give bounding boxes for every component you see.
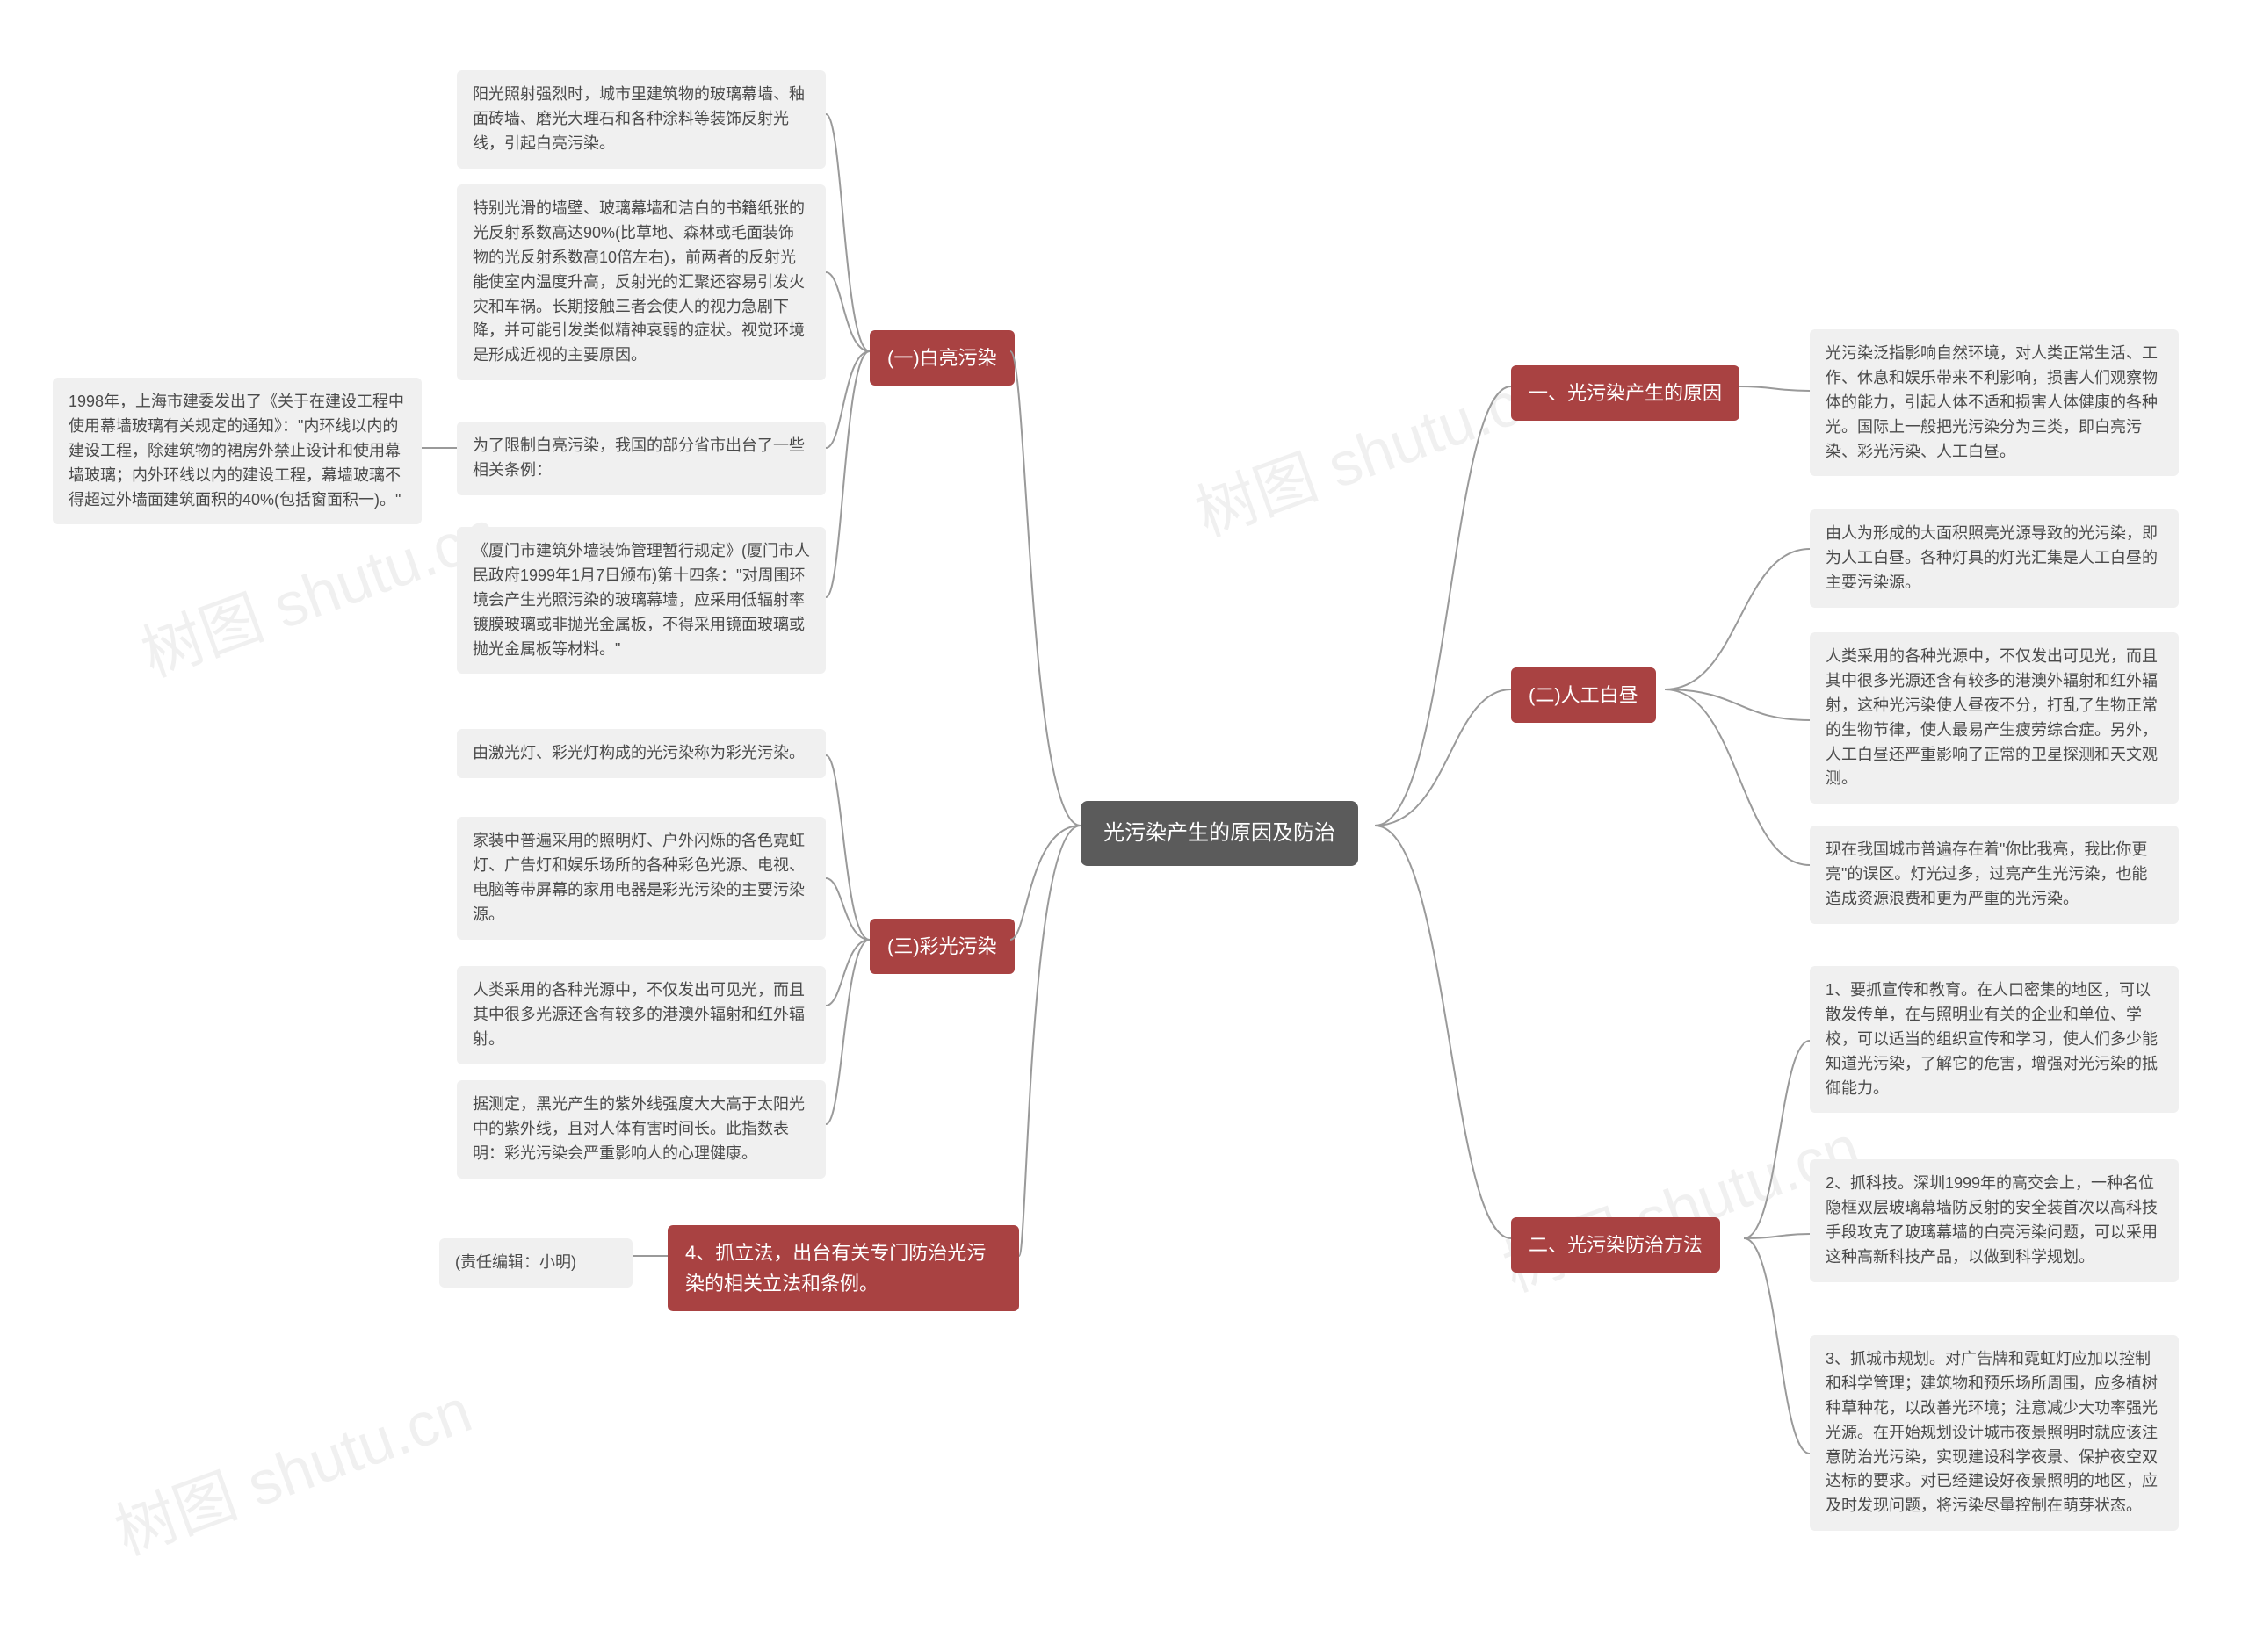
branch-r1-label: 一、光污染产生的原因 xyxy=(1529,382,1722,404)
leaf-r3b: 2、抓科技。深圳1999年的高交会上，一种名位隐框双层玻璃幕墙防反射的安全装首次… xyxy=(1810,1159,2179,1282)
leaf-l2d: 据测定，黑光产生的紫外线强度大大高于太阳光中的紫外线，且对人体有害时间长。此指数… xyxy=(457,1080,826,1179)
leaf-l2b-text: 家装中普遍采用的照明灯、户外闪烁的各色霓虹灯、广告灯和娱乐场所的各种彩色光源、电… xyxy=(473,832,805,923)
leaf-l1a-text: 阳光照射强烈时，城市里建筑物的玻璃幕墙、釉面砖墙、磨光大理石和各种涂料等装饰反射… xyxy=(473,85,805,152)
leaf-l3a-text: (责任编辑：小明) xyxy=(455,1253,576,1271)
branch-r1: 一、光污染产生的原因 xyxy=(1511,365,1739,421)
leaf-l3a: (责任编辑：小明) xyxy=(439,1238,633,1288)
leaf-r3c: 3、抓城市规划。对广告牌和霓虹灯应加以控制和科学管理；建筑物和预乐场所周围，应多… xyxy=(1810,1335,2179,1531)
leaf-l1c: 为了限制白亮污染，我国的部分省市出台了一些相关条例： xyxy=(457,422,826,495)
branch-r2: (二)人工白昼 xyxy=(1511,667,1656,723)
leaf-l2d-text: 据测定，黑光产生的紫外线强度大大高于太阳光中的紫外线，且对人体有害时间长。此指数… xyxy=(473,1095,805,1162)
leaf-l2a: 由激光灯、彩光灯构成的光污染称为彩光污染。 xyxy=(457,729,826,778)
leaf-r3b-text: 2、抓科技。深圳1999年的高交会上，一种名位隐框双层玻璃幕墙防反射的安全装首次… xyxy=(1826,1174,2158,1266)
branch-r2-label: (二)人工白昼 xyxy=(1529,684,1638,706)
leaf-r1a-text: 光污染泛指影响自然环境，对人类正常生活、工作、休息和娱乐带来不利影响，损害人们观… xyxy=(1826,344,2158,460)
leaf-l1a: 阳光照射强烈时，城市里建筑物的玻璃幕墙、釉面砖墙、磨光大理石和各种涂料等装饰反射… xyxy=(457,70,826,169)
leaf-r2c: 现在我国城市普遍存在着"你比我亮，我比你更亮"的误区。灯光过多，过亮产生光污染，… xyxy=(1810,826,2179,924)
branch-l3-label: 4、抓立法，出台有关专门防治光污染的相关立法和条例。 xyxy=(685,1242,986,1295)
leaf-r3a: 1、要抓宣传和教育。在人口密集的地区，可以散发传单，在与照明业有关的企业和单位、… xyxy=(1810,966,2179,1113)
branch-l1: (一)白亮污染 xyxy=(870,330,1015,386)
leaf-r3c-text: 3、抓城市规划。对广告牌和霓虹灯应加以控制和科学管理；建筑物和预乐场所周围，应多… xyxy=(1826,1350,2158,1514)
leaf-r3a-text: 1、要抓宣传和教育。在人口密集的地区，可以散发传单，在与照明业有关的企业和单位、… xyxy=(1826,981,2158,1097)
leaf-l1c-text: 为了限制白亮污染，我国的部分省市出台了一些相关条例： xyxy=(473,436,805,479)
leaf-r2b-text: 人类采用的各种光源中，不仅发出可见光，而且其中很多光源还含有较多的港澳外辐射和红… xyxy=(1826,647,2158,787)
leaf-l1b: 特别光滑的墙壁、玻璃幕墙和洁白的书籍纸张的光反射系数高达90%(比草地、森林或毛… xyxy=(457,184,826,380)
leaf-r2b: 人类采用的各种光源中，不仅发出可见光，而且其中很多光源还含有较多的港澳外辐射和红… xyxy=(1810,632,2179,804)
branch-l1-label: (一)白亮污染 xyxy=(887,347,997,369)
root-node: 光污染产生的原因及防治 xyxy=(1081,801,1358,866)
leaf-l1b-text: 特别光滑的墙壁、玻璃幕墙和洁白的书籍纸张的光反射系数高达90%(比草地、森林或毛… xyxy=(473,199,805,364)
branch-l2: (三)彩光污染 xyxy=(870,919,1015,974)
root-label: 光污染产生的原因及防治 xyxy=(1103,821,1335,845)
leaf-l1d-text: 《厦门市建筑外墙装饰管理暂行规定》(厦门市人民政府1999年1月7日颁布)第十四… xyxy=(473,542,810,658)
leaf-r2a-text: 由人为形成的大面积照亮光源导致的光污染，即为人工白昼。各种灯具的灯光汇集是人工白… xyxy=(1826,524,2158,591)
leaf-r2c-text: 现在我国城市普遍存在着"你比我亮，我比你更亮"的误区。灯光过多，过亮产生光污染，… xyxy=(1826,840,2147,907)
watermark: 树图 shutu.cn xyxy=(102,1362,482,1573)
leaf-l2a-text: 由激光灯、彩光灯构成的光污染称为彩光污染。 xyxy=(473,744,805,761)
leaf-l2b: 家装中普遍采用的照明灯、户外闪烁的各色霓虹灯、广告灯和娱乐场所的各种彩色光源、电… xyxy=(457,817,826,940)
leaf-r2a: 由人为形成的大面积照亮光源导致的光污染，即为人工白昼。各种灯具的灯光汇集是人工白… xyxy=(1810,509,2179,608)
leaf-r1a: 光污染泛指影响自然环境，对人类正常生活、工作、休息和娱乐带来不利影响，损害人们观… xyxy=(1810,329,2179,476)
leaf-l2c: 人类采用的各种光源中，不仅发出可见光，而且其中很多光源还含有较多的港澳外辐射和红… xyxy=(457,966,826,1064)
branch-r3-label: 二、光污染防治方法 xyxy=(1529,1234,1703,1256)
leaf-l1d: 《厦门市建筑外墙装饰管理暂行规定》(厦门市人民政府1999年1月7日颁布)第十四… xyxy=(457,527,826,674)
leaf-l2c-text: 人类采用的各种光源中，不仅发出可见光，而且其中很多光源还含有较多的港澳外辐射和红… xyxy=(473,981,805,1048)
branch-l2-label: (三)彩光污染 xyxy=(887,935,997,957)
branch-l3: 4、抓立法，出台有关专门防治光污染的相关立法和条例。 xyxy=(668,1225,1019,1311)
leaf-l1c-sub-text: 1998年，上海市建委发出了《关于在建设工程中使用幕墙玻璃有关规定的通知》："内… xyxy=(69,393,404,509)
watermark: 树图 shutu.cn xyxy=(1182,343,1563,554)
branch-r3: 二、光污染防治方法 xyxy=(1511,1217,1720,1273)
leaf-l1c-sub: 1998年，上海市建委发出了《关于在建设工程中使用幕墙玻璃有关规定的通知》："内… xyxy=(53,378,422,524)
